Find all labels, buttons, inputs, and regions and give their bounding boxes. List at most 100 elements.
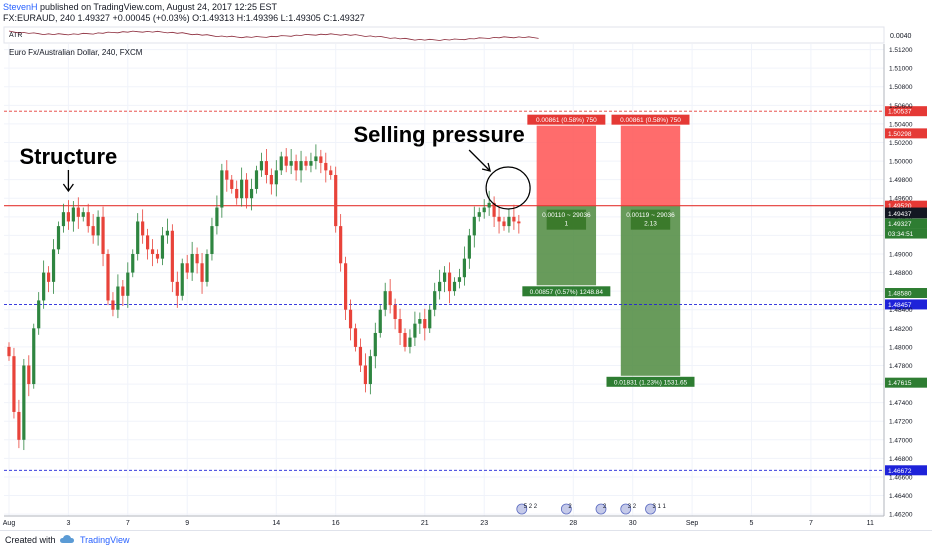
level-price-label: 1.48457 [888,302,912,309]
event-label: 3 2 [628,504,637,510]
candle-body [155,253,160,259]
atr-label: ATR [9,32,22,39]
candle-body [324,162,328,171]
candle-body [507,216,511,227]
entry-label-2: 2.13 [644,221,657,228]
price-tick-label: 1.49000 [889,251,913,258]
candle-body [482,207,486,213]
candle-body [71,207,75,222]
annotation-structure: Structure [20,144,118,169]
level-price-label: 1.46672 [888,468,912,475]
price-label: 1.49327 [888,221,912,228]
candle-body [136,221,140,254]
risk-zone [536,125,597,206]
candle-body [264,161,268,176]
event-flag-icon [516,503,528,515]
level-price-bg [885,465,927,476]
price-axis[interactable]: 1.51200 1.51000 1.50800 1.50600 1.50400 1.502… [889,47,913,519]
footer-brand[interactable]: TradingView [80,535,130,545]
price-label-bg [885,288,927,299]
event-label: 2 [603,504,607,510]
candle-body [304,161,308,166]
candle-body [27,365,31,385]
candle-body [413,323,417,338]
price-label: 1.47615 [888,380,912,387]
candle-body [121,286,125,296]
reward-zone [620,205,681,376]
candle-body [344,263,348,310]
candle-body [447,272,452,292]
event-markers[interactable]: 5 2 2 2 2 3 2 3 1 1 [516,503,667,515]
candle-body [37,300,41,329]
price-tick-label: 1.46200 [889,512,913,519]
risk-label-bg [611,114,690,125]
entry-label-bg [630,209,671,230]
price-label-bg [885,377,927,388]
candle-body [180,263,184,296]
candle-body [393,305,397,320]
candle-body [487,202,491,208]
author-link[interactable]: StevenH [3,2,38,12]
time-axis[interactable]: Aug 3 7 9 14 16 21 23 28 30 Sep 5 7 11 [3,520,874,527]
candle-body [42,272,46,301]
header-line-1: StevenH published on TradingView.com, Au… [3,2,277,12]
candle-body [96,216,100,236]
time-tick-label: 9 [185,520,189,527]
atr-indicator-pane: ATR 0.0040 [3,26,912,44]
level-price-label: 1.49520 [888,203,912,210]
price-tick-label: 1.50200 [889,140,913,147]
price-label: 1.49437 [888,211,912,218]
candle-body [398,319,402,333]
price-tick-label: 1.46800 [889,456,913,463]
candle-body [512,216,516,222]
tradingview-cloud-icon [60,535,74,543]
entry-label-1: 0.00119 ~ 29036 [626,212,675,219]
price-labels: 1.502981.494461.494371.4932703:34:511.48… [885,128,927,388]
entry-label-1: 0.00110 ~ 29036 [542,212,591,219]
candle-body [259,161,264,171]
level-price-bg [885,200,927,211]
candle-body [47,272,51,282]
candle-body [205,253,209,282]
footer-created-with: Created with [5,535,56,545]
price-tick-label: 1.50800 [889,84,913,91]
candle-body [334,175,338,227]
price-tick-label: 1.50000 [889,159,913,166]
arrow-icon [468,149,491,172]
event-label: 3 1 1 [653,504,667,510]
candle-body [462,258,466,278]
price-label-bg [885,218,927,229]
annotation-selling-pressure: Selling pressure [354,122,525,147]
candle-body [56,226,61,250]
candle-body [373,332,377,357]
candle-body [225,170,229,180]
candle-body [423,319,427,329]
time-tick-label: 11 [867,520,874,527]
position-tools[interactable]: 0.00861 (0.58%) 750 0.00110 ~ 29036 1 0.008… [522,114,695,387]
reward-label-bg [522,286,611,297]
entry-label-2: 1 [565,221,569,228]
risk-label-bg [527,114,606,125]
candle-body [66,212,70,222]
event-flag-icon [620,503,632,515]
price-tick-label: 1.46600 [889,474,913,481]
price-label-bg [885,228,927,239]
price-label-bg [885,208,927,219]
candle-body [17,411,21,440]
candle-body [477,212,481,217]
candlestick-chart[interactable]: ATR 0.0040 Euro Fx/Australian Dollar, 24… [0,0,932,530]
candle-body [86,212,90,227]
candle-body [418,319,422,324]
candle-body [388,291,392,306]
horizontal-levels[interactable]: 1.50537 1.49520 1.48457 1.46672 [4,106,927,476]
candles [7,144,521,451]
time-tick-label: 14 [272,520,280,527]
candle-body [51,249,56,282]
candle-body [215,207,219,227]
candle-body [32,328,36,385]
reward-label-bg [606,376,695,387]
event-label: 5 2 2 [524,504,538,510]
candle-body [433,291,437,310]
candle-body [175,281,179,296]
candle-body [289,161,293,166]
